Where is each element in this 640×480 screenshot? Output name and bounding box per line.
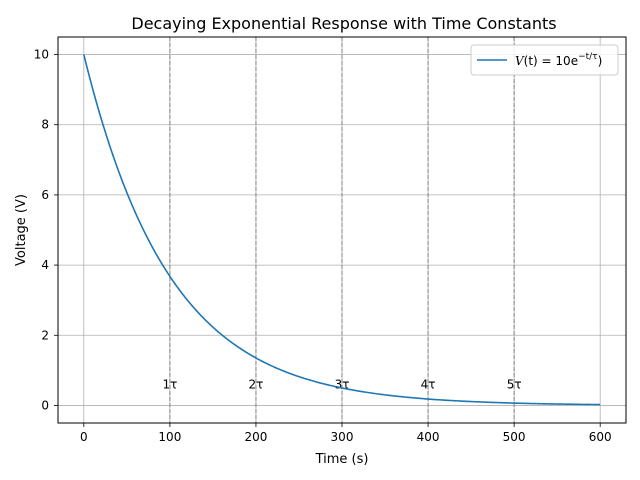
legend-box xyxy=(470,44,619,76)
data-point xyxy=(535,403,537,405)
y-tick-label: 2 xyxy=(41,328,49,342)
time-constant-label: 4τ xyxy=(421,377,436,391)
data-point xyxy=(384,394,386,396)
data-point xyxy=(556,403,558,405)
legend-label-exponent: −t/τ xyxy=(578,52,598,62)
data-point xyxy=(406,396,408,398)
x-tick-label: 400 xyxy=(417,430,440,444)
data-point xyxy=(169,276,171,278)
time-constant-label: 5τ xyxy=(507,377,522,391)
legend-label-close: ) xyxy=(598,54,603,68)
time-constant-lines: 1τ 2τ 3τ 4τ 5τ xyxy=(162,37,522,423)
y-tick-label: 0 xyxy=(41,398,49,412)
x-tick-label: 0 xyxy=(80,430,88,444)
x-tick-label: 300 xyxy=(331,430,354,444)
y-axis-ticks: 0 2 4 6 8 10 xyxy=(34,48,58,412)
data-point xyxy=(599,404,601,406)
data-point xyxy=(212,326,214,328)
data-point xyxy=(427,398,429,400)
data-point xyxy=(105,131,107,133)
data-point xyxy=(148,239,150,241)
series-line xyxy=(83,54,601,406)
data-point xyxy=(126,192,128,194)
series-layer xyxy=(83,54,601,406)
data-point xyxy=(341,387,343,389)
data-point xyxy=(513,402,515,404)
x-axis-label: Time (s) xyxy=(315,452,369,467)
data-point xyxy=(320,382,322,384)
y-axis-label: Voltage (V) xyxy=(14,194,29,266)
x-axis-ticks: 0 100 200 300 400 500 600 xyxy=(80,423,612,444)
x-tick-label: 600 xyxy=(589,430,612,444)
legend: V(t) = 10e−t/τ) xyxy=(470,44,619,76)
data-point xyxy=(83,54,85,56)
y-tick-label: 4 xyxy=(41,258,49,272)
y-tick-label: 10 xyxy=(34,48,49,62)
legend-label-body: (t) = 10e xyxy=(524,54,578,68)
legend-label-var: V xyxy=(515,54,525,68)
data-point xyxy=(191,304,193,306)
data-point xyxy=(277,368,279,370)
data-point xyxy=(298,376,300,378)
data-point xyxy=(449,400,451,402)
x-tick-label: 200 xyxy=(244,430,267,444)
x-tick-label: 500 xyxy=(503,430,526,444)
chart-title: Decaying Exponential Response with Time … xyxy=(131,14,556,33)
legend-series-label: V(t) = 10e−t/τ) xyxy=(515,52,602,68)
time-constant-label: 1τ xyxy=(162,377,177,391)
data-point xyxy=(492,401,494,403)
y-tick-label: 8 xyxy=(41,118,49,132)
data-point xyxy=(255,357,257,359)
x-tick-label: 100 xyxy=(158,430,181,444)
data-point xyxy=(578,404,580,406)
data-point xyxy=(234,344,236,346)
y-tick-label: 6 xyxy=(41,188,49,202)
time-constant-label: 2τ xyxy=(249,377,264,391)
data-point xyxy=(363,391,365,393)
data-point xyxy=(470,401,472,403)
